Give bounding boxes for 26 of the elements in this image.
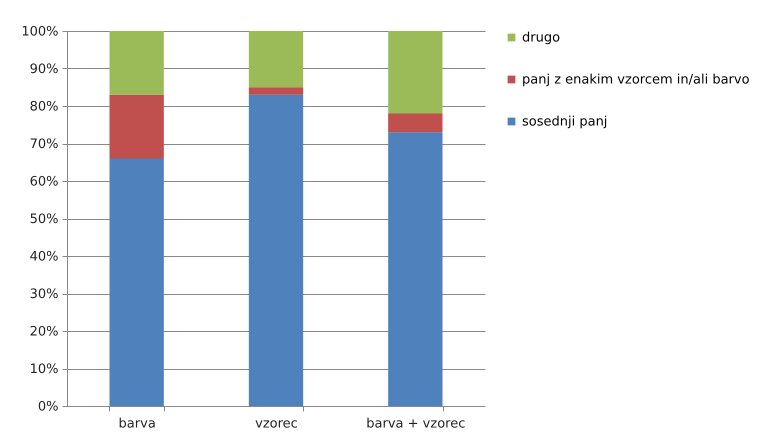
legend-label: drugo: [522, 30, 560, 46]
y-tick-label: 20%: [30, 324, 58, 340]
bar: [248, 87, 304, 95]
bar: [109, 31, 164, 95]
y-tick-label: 50%: [30, 212, 58, 227]
x-tick-label: barva: [118, 416, 156, 432]
y-tick-label: 10%: [30, 362, 58, 377]
legend-label: sosednji panj: [522, 114, 608, 130]
bar: [248, 94, 304, 406]
y-tick-label: 0%: [38, 400, 58, 414]
y-tick-label: 80%: [30, 100, 58, 114]
y-tick-label: 90%: [30, 62, 58, 77]
bar: [248, 31, 304, 88]
y-tick-label: 30%: [30, 287, 58, 302]
y-tick-label: 100%: [21, 24, 58, 40]
bar: [388, 132, 443, 406]
bar: [109, 158, 164, 406]
x-tick-label: barva + vzorec: [366, 416, 466, 432]
x-tick-label: vzorec: [255, 416, 298, 432]
bar: [388, 114, 443, 132]
bar: [109, 94, 164, 158]
y-tick-label: 40%: [30, 250, 58, 264]
y-tick-label: 70%: [30, 137, 58, 152]
legend-label: panj z enakim vzorcem in/ali barvo: [522, 72, 750, 88]
y-tick-label: 60%: [30, 174, 58, 190]
bar: [388, 31, 443, 114]
